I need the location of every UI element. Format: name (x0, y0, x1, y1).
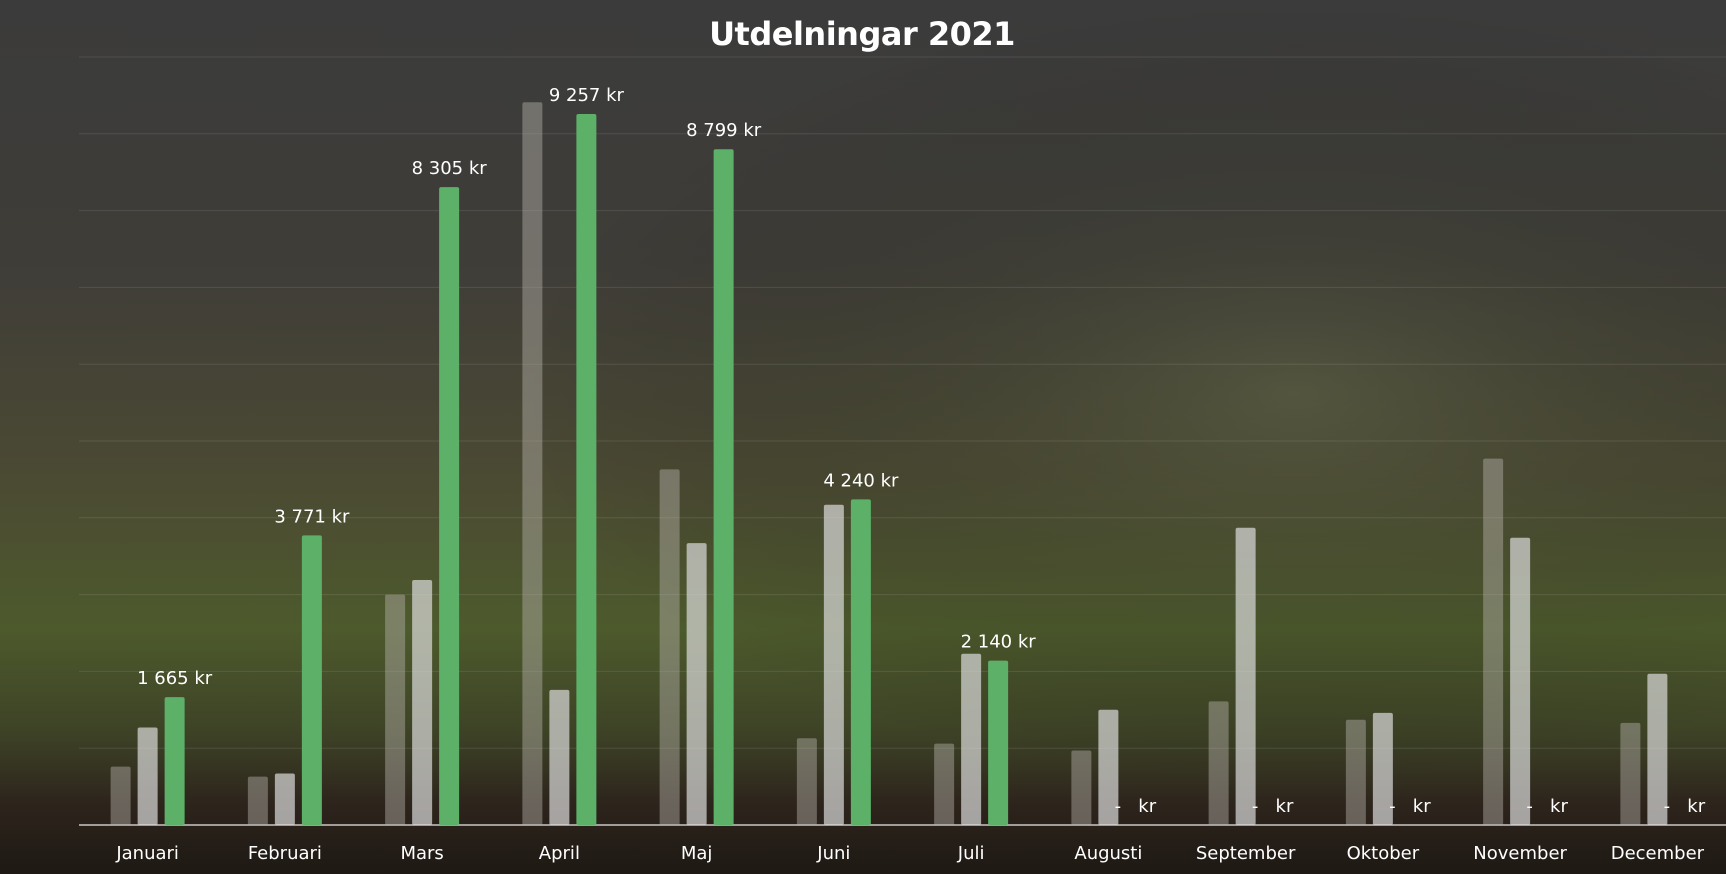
bar (164, 697, 185, 825)
x-tick-label: April (539, 843, 580, 864)
bar (988, 660, 1009, 825)
value-label: - kr (1664, 796, 1706, 817)
bar (1483, 458, 1504, 825)
value-label: - kr (1389, 796, 1431, 817)
x-tick-label: Augusti (1074, 843, 1142, 864)
bar (137, 727, 158, 825)
bar (1208, 701, 1229, 825)
x-tick-label: September (1196, 843, 1296, 864)
value-label: 1 665 kr (137, 668, 213, 689)
bar (850, 499, 871, 825)
bar (274, 773, 295, 825)
value-label: - kr (1526, 796, 1568, 817)
x-tick-label: November (1473, 843, 1567, 864)
bar (247, 776, 268, 825)
bar (1510, 537, 1531, 825)
value-label: 4 240 kr (823, 470, 899, 491)
value-label: 8 799 kr (686, 120, 762, 141)
bar (522, 102, 543, 825)
bar (1235, 527, 1256, 825)
x-tick-label: Maj (681, 843, 713, 864)
value-label: - kr (1252, 796, 1294, 817)
bar (823, 504, 844, 825)
value-label: 3 771 kr (274, 506, 350, 527)
bar (1647, 673, 1668, 825)
chart-title: Utdelningar 2021 (709, 15, 1015, 53)
bar (686, 543, 707, 825)
value-label: 2 140 kr (961, 632, 1037, 653)
x-tick-label: Februari (248, 843, 322, 864)
bar (659, 469, 680, 825)
bar (1345, 719, 1366, 825)
bar (549, 689, 570, 825)
bar (1098, 709, 1119, 825)
bar (1071, 750, 1092, 825)
bar (713, 149, 734, 825)
bar (576, 114, 597, 826)
bar (412, 580, 433, 825)
value-label: 8 305 kr (412, 158, 488, 179)
x-tick-label: December (1611, 843, 1705, 864)
bar (385, 594, 406, 825)
bar (110, 766, 131, 825)
x-tick-label: Mars (400, 843, 443, 864)
bar (796, 738, 817, 825)
value-label: - kr (1115, 796, 1157, 817)
bar (1620, 722, 1641, 825)
x-tick-label: Juli (957, 843, 985, 864)
x-tick-label: Oktober (1347, 843, 1420, 864)
bar (961, 653, 982, 825)
x-tick-label: Januari (115, 843, 179, 864)
bar (301, 535, 322, 825)
x-tick-label: Juni (816, 843, 850, 864)
bar (439, 187, 460, 825)
value-label: 9 257 kr (549, 85, 625, 106)
bar (934, 743, 955, 825)
bar (1372, 712, 1393, 825)
